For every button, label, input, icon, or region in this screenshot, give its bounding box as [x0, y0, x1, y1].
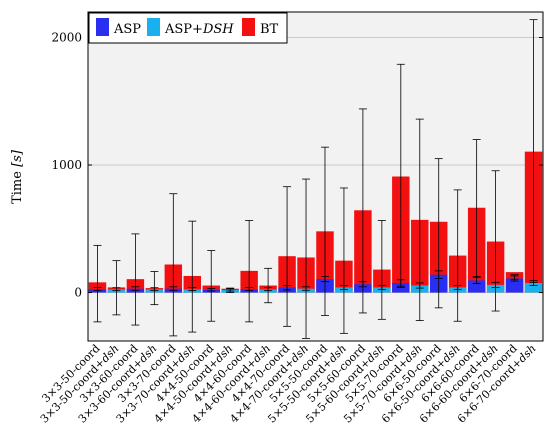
bar-asp-dsh [524, 282, 543, 293]
plot-background [88, 12, 543, 341]
legend-label-asp: ASP [113, 22, 141, 37]
y-axis-title-unit: [s] [10, 149, 25, 167]
y-axis-title-main: Time [10, 171, 25, 204]
y-ticks: 0 1000 2000 [51, 31, 543, 300]
bar-asp [467, 280, 486, 293]
legend-swatch-asp [96, 18, 109, 36]
legend-swatch-bt [242, 18, 255, 36]
legend-label-bt: BT [260, 22, 279, 37]
y-tick-label: 0 [74, 286, 82, 300]
plot-frame [87, 11, 544, 342]
legend-label-asp-dsh: ASP+DSH [164, 22, 234, 37]
error-bars-layer [93, 19, 538, 339]
y-tick-label: 1000 [51, 158, 82, 172]
x-tick-labels: 3×3-50-coord3×3-50-coord+dsh3×3-60-coord… [38, 342, 539, 426]
y-axis-title: Time [s] [10, 149, 25, 204]
y-tick-label: 2000 [51, 31, 82, 45]
bar-asp [505, 278, 524, 293]
legend-swatch-asp-dsh [147, 18, 160, 36]
legend: ASP ASP+DSH BT [88, 12, 288, 44]
